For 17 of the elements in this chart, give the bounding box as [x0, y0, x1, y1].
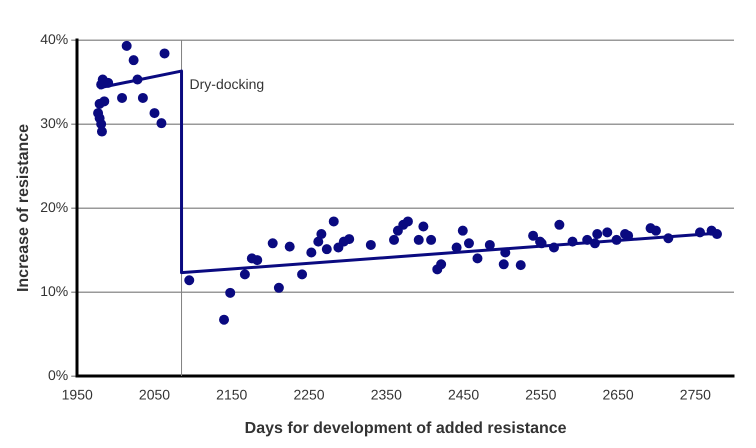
- y-tick-label: 40%: [40, 30, 68, 47]
- x-tick-label: 2250: [293, 386, 325, 402]
- x-tick-label: 1950: [62, 386, 93, 402]
- y-tick-label: 20%: [40, 198, 68, 215]
- x-tick-label: 2650: [602, 386, 634, 402]
- ref-line-label: Dry-docking: [190, 76, 264, 92]
- x-tick-label: 2450: [448, 386, 480, 402]
- y-axis-title: Increase of resistance: [15, 124, 32, 292]
- y-tick-label: 30%: [40, 114, 68, 131]
- x-tick-label: 2750: [680, 386, 712, 402]
- x-tick-label: 2550: [525, 386, 557, 402]
- y-tick-label: 0%: [48, 366, 68, 383]
- x-tick-label: 2150: [216, 386, 248, 402]
- x-tick-label: 2050: [138, 386, 170, 402]
- x-tick-label: 2350: [370, 386, 402, 402]
- x-axis-title: Days for development of added resistance: [244, 420, 567, 437]
- y-tick-label: 10%: [40, 282, 68, 299]
